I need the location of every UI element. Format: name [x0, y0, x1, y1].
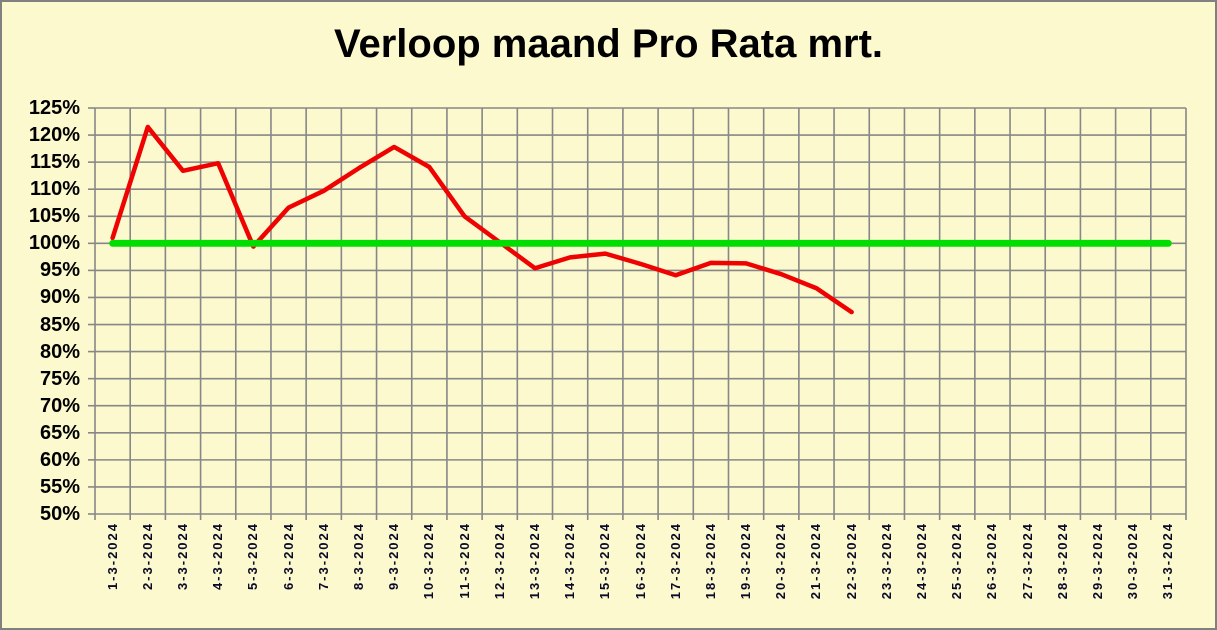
y-axis-label: 115%: [29, 151, 80, 174]
x-axis-label: 17-3-2024: [667, 522, 683, 600]
x-axis-label: 13-3-2024: [526, 522, 542, 600]
x-axis-label: 19-3-2024: [738, 522, 754, 600]
series-line-maand-pro-rata: [110, 124, 854, 315]
x-axis-label: 3-3-2024: [174, 522, 190, 591]
x-axis-label: 30-3-2024: [1125, 522, 1141, 600]
x-axis-label: 8-3-2024: [350, 522, 366, 591]
x-axis-label: 4-3-2024: [210, 522, 226, 591]
y-axis-label: 75%: [39, 367, 80, 390]
x-axis-label: 31-3-2024: [1160, 522, 1176, 600]
y-axis-label: 95%: [39, 259, 80, 282]
x-axis-label: 14-3-2024: [562, 522, 578, 600]
x-axis-label: 12-3-2024: [491, 522, 507, 600]
x-axis-label: 25-3-2024: [949, 522, 965, 600]
x-axis-label: 7-3-2024: [315, 522, 331, 591]
x-axis-label: 29-3-2024: [1090, 522, 1106, 600]
x-axis-label: 5-3-2024: [245, 522, 261, 591]
y-axis-label: 55%: [39, 475, 80, 498]
x-axis-label: 11-3-2024: [456, 522, 472, 599]
x-axis-label: 16-3-2024: [632, 522, 648, 600]
x-axis-label: 10-3-2024: [421, 522, 437, 600]
x-axis-label: 27-3-2024: [1019, 522, 1035, 600]
x-axis-label: 24-3-2024: [914, 522, 930, 600]
x-axis-label: 21-3-2024: [808, 522, 824, 600]
x-axis-label: 28-3-2024: [1054, 522, 1070, 600]
x-axis-label: 18-3-2024: [702, 522, 718, 600]
y-axis-label: 50%: [39, 503, 80, 525]
y-axis-label: 80%: [39, 340, 80, 363]
y-axis-label: 60%: [39, 448, 80, 471]
x-axis-label: 9-3-2024: [386, 522, 402, 591]
y-axis-label: 105%: [28, 205, 80, 228]
x-axis-label: 26-3-2024: [984, 522, 1000, 600]
x-axis-label: 1-3-2024: [104, 522, 120, 591]
y-axis-label: 100%: [28, 232, 80, 255]
y-axis-label: 110%: [29, 178, 80, 201]
y-axis-label: 90%: [39, 286, 80, 309]
y-axis-label: 120%: [28, 124, 80, 147]
y-axis-label: 85%: [39, 313, 80, 336]
y-axis-label: 65%: [39, 421, 80, 444]
x-axis-label: 6-3-2024: [280, 522, 296, 591]
y-axis-label: 70%: [39, 394, 80, 417]
y-axis-label: 125%: [28, 97, 80, 119]
chart-title: Verloop maand Pro Rata mrt.: [333, 22, 884, 66]
x-axis-label: 20-3-2024: [773, 522, 789, 600]
x-axis-label: 22-3-2024: [843, 522, 859, 600]
x-axis-label: 2-3-2024: [139, 522, 155, 591]
x-axis-label: 15-3-2024: [597, 522, 613, 600]
x-axis-label: 23-3-2024: [878, 522, 894, 600]
